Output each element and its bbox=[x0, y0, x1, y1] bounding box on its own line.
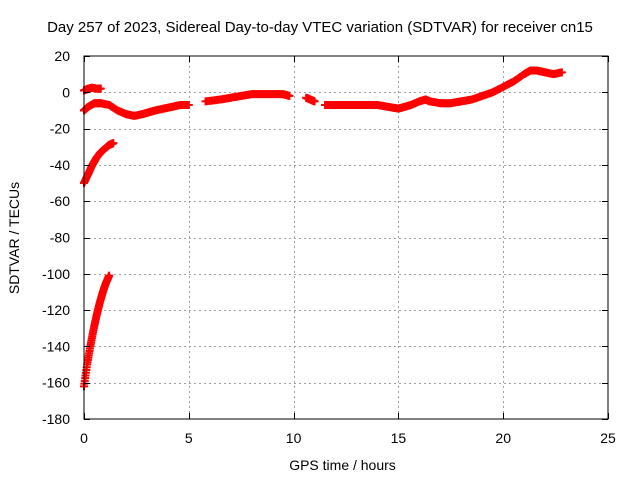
y-tick-label: -180 bbox=[42, 411, 70, 427]
data-point bbox=[557, 68, 566, 77]
y-tick-label: -120 bbox=[42, 302, 70, 318]
plot-frame bbox=[83, 55, 609, 420]
x-tick-label: 5 bbox=[185, 430, 193, 446]
y-tick-label: -80 bbox=[50, 230, 70, 246]
chart-title: Day 257 of 2023, Sidereal Day-to-day VTE… bbox=[47, 19, 593, 36]
data-point bbox=[109, 139, 118, 148]
y-tick-label: -140 bbox=[42, 338, 70, 354]
data-point bbox=[310, 97, 319, 106]
y-tick-label: -20 bbox=[50, 121, 70, 137]
series-arc-7 bbox=[80, 271, 114, 391]
series-arc-6 bbox=[80, 139, 118, 188]
y-tick-label: 20 bbox=[54, 48, 70, 64]
x-axis-label: GPS time / hours bbox=[289, 457, 396, 473]
x-tick-label: 10 bbox=[286, 430, 302, 446]
grid-lines bbox=[84, 56, 608, 419]
data-point bbox=[184, 101, 193, 110]
series-arc-4 bbox=[302, 93, 319, 106]
y-tick-label: -160 bbox=[42, 375, 70, 391]
x-tick-label: 20 bbox=[495, 430, 511, 446]
data-points bbox=[80, 66, 566, 391]
y-tick-label: -40 bbox=[50, 157, 70, 173]
x-tick-label: 25 bbox=[600, 430, 616, 446]
data-point bbox=[285, 91, 294, 100]
series-arc-1 bbox=[80, 99, 193, 120]
x-tick-label: 0 bbox=[80, 430, 88, 446]
y-tick-label: 0 bbox=[62, 84, 70, 100]
data-point bbox=[105, 271, 114, 280]
x-tick-label: 15 bbox=[391, 430, 407, 446]
y-tick-label: -60 bbox=[50, 193, 70, 209]
y-tick-label: -100 bbox=[42, 266, 70, 282]
data-point bbox=[96, 84, 105, 93]
axis-ticks: 0 5 10 15 20 25 20 0 -20 -40 -60 -80 -100 -120 -140 -16… bbox=[42, 48, 616, 446]
series-arc-5 bbox=[321, 66, 566, 113]
series-arc-3 bbox=[201, 90, 294, 106]
